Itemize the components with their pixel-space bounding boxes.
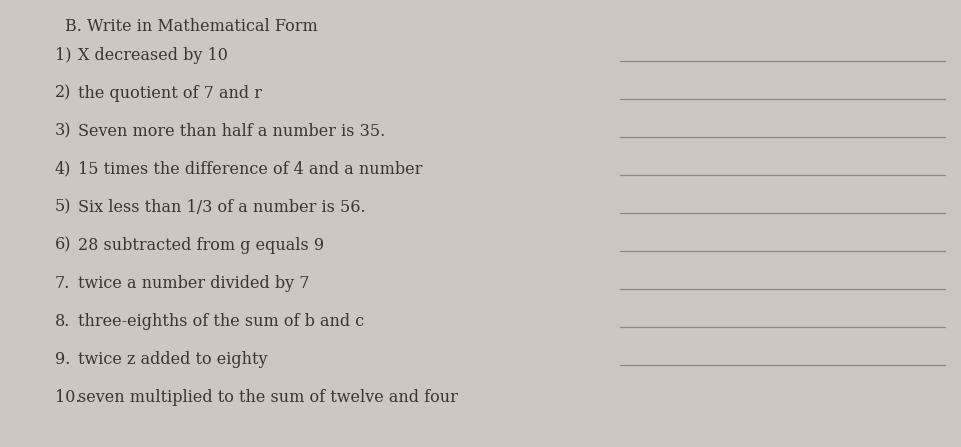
Text: 15 times the difference of 4 and a number: 15 times the difference of 4 and a numbe… (78, 160, 423, 177)
Text: B. Write in Mathematical Form: B. Write in Mathematical Form (65, 18, 318, 35)
Text: 3): 3) (55, 122, 71, 139)
Text: 7.: 7. (55, 274, 70, 291)
Text: 8.: 8. (55, 312, 70, 329)
Text: 6): 6) (55, 236, 71, 253)
Text: 2): 2) (55, 84, 71, 101)
Text: 28 subtracted from g equals 9: 28 subtracted from g equals 9 (78, 236, 324, 253)
Text: twice z added to eighty: twice z added to eighty (78, 350, 267, 367)
Text: Seven more than half a number is 35.: Seven more than half a number is 35. (78, 122, 385, 139)
Text: 4): 4) (55, 160, 71, 177)
Text: 1): 1) (55, 46, 71, 63)
Text: seven multiplied to the sum of twelve and four: seven multiplied to the sum of twelve an… (78, 388, 457, 405)
Text: twice a number divided by 7: twice a number divided by 7 (78, 274, 309, 291)
Text: 9.: 9. (55, 350, 70, 367)
Text: three-eighths of the sum of b and c: three-eighths of the sum of b and c (78, 312, 364, 329)
Text: the quotient of 7 and r: the quotient of 7 and r (78, 84, 262, 101)
Text: Six less than 1/3 of a number is 56.: Six less than 1/3 of a number is 56. (78, 198, 365, 215)
Text: 5): 5) (55, 198, 71, 215)
Text: X decreased by 10: X decreased by 10 (78, 46, 228, 63)
Text: 10.: 10. (55, 388, 81, 405)
